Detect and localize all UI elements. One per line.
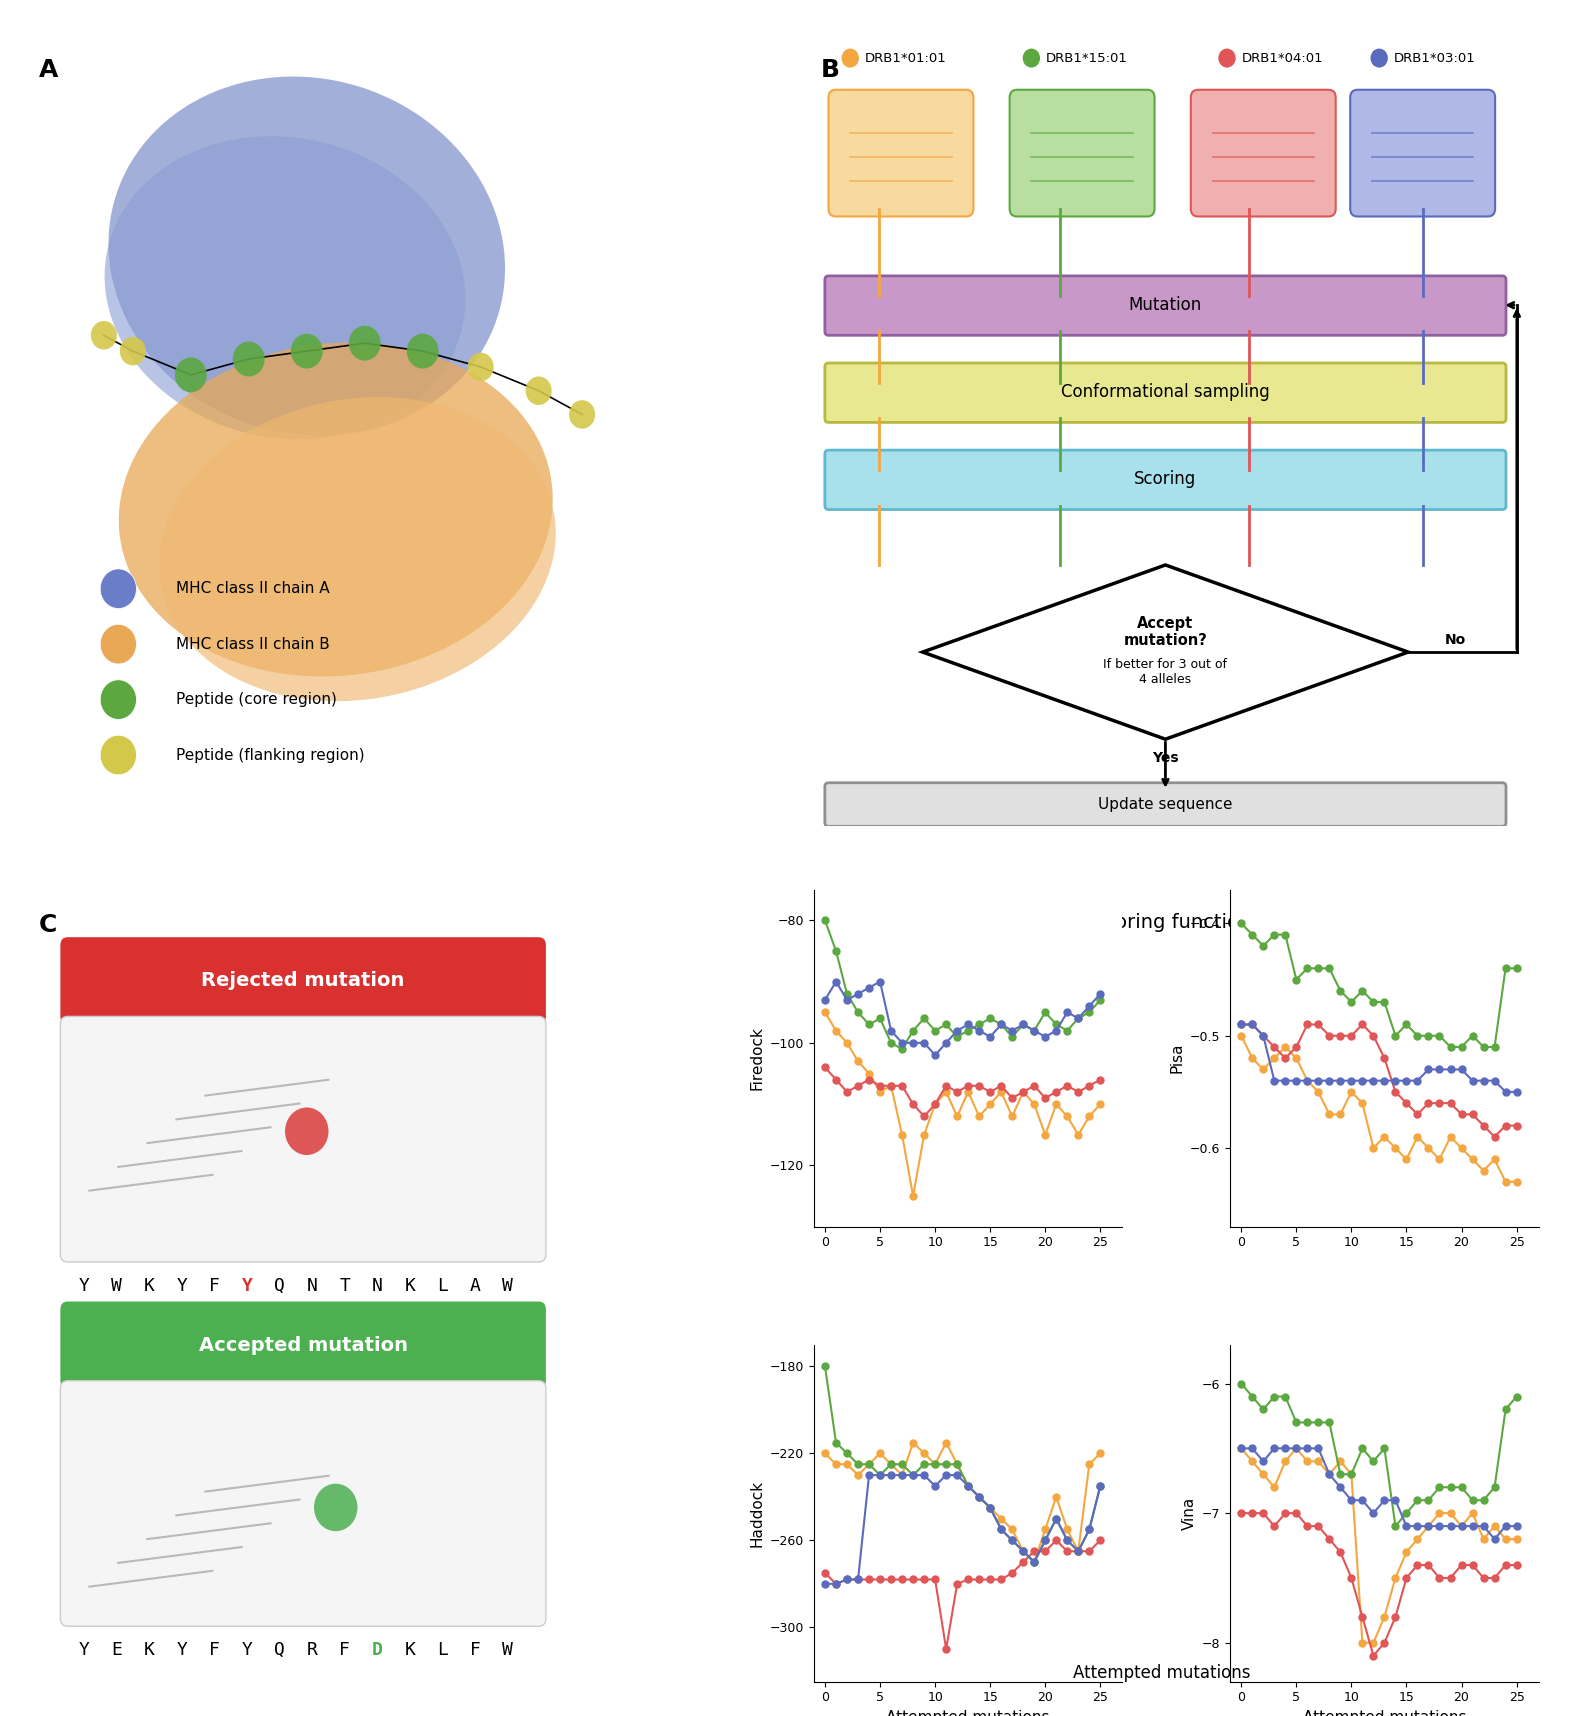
Circle shape (174, 357, 207, 393)
FancyBboxPatch shape (60, 1016, 546, 1261)
Text: C: C (39, 913, 57, 937)
FancyBboxPatch shape (1010, 89, 1154, 216)
Text: Peptide (flanking region): Peptide (flanking region) (176, 748, 364, 762)
Text: D: D (821, 913, 842, 937)
Ellipse shape (108, 77, 506, 436)
Text: L: L (436, 1640, 447, 1659)
Text: F: F (339, 1640, 350, 1659)
Text: N: N (372, 1277, 383, 1294)
Text: MHC class II chain B: MHC class II chain B (176, 637, 330, 652)
Text: Y: Y (176, 1277, 187, 1294)
Circle shape (407, 333, 438, 369)
Text: A: A (469, 1277, 480, 1294)
Text: K: K (144, 1640, 154, 1659)
FancyBboxPatch shape (824, 364, 1506, 422)
Text: MHC class II chain A: MHC class II chain A (176, 582, 330, 595)
Text: Y: Y (242, 1640, 253, 1659)
Text: N: N (306, 1277, 317, 1294)
Circle shape (100, 625, 137, 664)
X-axis label: Attempted mutations: Attempted mutations (887, 1709, 1050, 1716)
Text: W: W (502, 1277, 513, 1294)
Y-axis label: Pisa: Pisa (1170, 1043, 1184, 1074)
Text: Attempted mutations: Attempted mutations (1072, 1665, 1251, 1682)
Y-axis label: Firedock: Firedock (749, 1026, 765, 1090)
Text: A: A (39, 58, 58, 82)
Text: K: K (405, 1640, 416, 1659)
Text: W: W (502, 1640, 513, 1659)
Text: DRB1*15:01: DRB1*15:01 (1046, 51, 1127, 65)
Text: K: K (405, 1277, 416, 1294)
Text: F: F (209, 1640, 220, 1659)
FancyBboxPatch shape (829, 89, 973, 216)
Text: Rejected mutation: Rejected mutation (201, 971, 405, 990)
Text: Y: Y (78, 1277, 89, 1294)
Text: Accepted mutation: Accepted mutation (199, 1335, 408, 1354)
Y-axis label: Haddock: Haddock (749, 1479, 765, 1546)
Circle shape (100, 734, 137, 776)
Circle shape (314, 1484, 358, 1531)
Text: Y: Y (242, 1277, 253, 1294)
FancyBboxPatch shape (60, 1301, 546, 1388)
Text: Update sequence: Update sequence (1097, 796, 1232, 812)
Text: Yes: Yes (1152, 752, 1179, 765)
Circle shape (468, 353, 493, 381)
Text: B: B (821, 58, 840, 82)
FancyBboxPatch shape (824, 782, 1506, 827)
Text: Accept
mutation?: Accept mutation? (1124, 616, 1207, 649)
Circle shape (842, 48, 859, 67)
Circle shape (290, 333, 323, 369)
FancyBboxPatch shape (1190, 89, 1336, 216)
Text: Conformational sampling: Conformational sampling (1061, 383, 1270, 402)
Text: Scoring: Scoring (1134, 470, 1196, 489)
Text: F: F (209, 1277, 220, 1294)
Circle shape (100, 680, 137, 719)
Text: Q: Q (275, 1640, 286, 1659)
Text: W: W (111, 1277, 122, 1294)
Circle shape (100, 570, 137, 609)
FancyBboxPatch shape (824, 450, 1506, 510)
Text: L: L (436, 1277, 447, 1294)
Text: DRB1*01:01: DRB1*01:01 (865, 51, 947, 65)
Circle shape (119, 336, 146, 366)
Circle shape (91, 321, 116, 350)
Circle shape (1022, 48, 1039, 67)
Text: DRB1*03:01: DRB1*03:01 (1394, 51, 1476, 65)
X-axis label: Attempted mutations: Attempted mutations (1303, 1709, 1466, 1716)
Text: F: F (469, 1640, 480, 1659)
FancyBboxPatch shape (60, 937, 546, 1024)
Text: Mutation: Mutation (1129, 297, 1203, 314)
Text: Peptide (core region): Peptide (core region) (176, 692, 338, 707)
Circle shape (349, 326, 380, 360)
Text: No: No (1444, 633, 1466, 647)
Text: R: R (306, 1640, 317, 1659)
Polygon shape (923, 565, 1408, 740)
Circle shape (568, 400, 595, 429)
Text: Q: Q (275, 1277, 286, 1294)
Text: E: E (111, 1640, 122, 1659)
Circle shape (286, 1107, 328, 1155)
Text: Y: Y (176, 1640, 187, 1659)
Text: If better for 3 out of
4 alleles: If better for 3 out of 4 alleles (1104, 657, 1228, 686)
Ellipse shape (105, 136, 465, 439)
Text: DRB1*04:01: DRB1*04:01 (1242, 51, 1324, 65)
FancyBboxPatch shape (1350, 89, 1495, 216)
Circle shape (1218, 48, 1236, 67)
Text: K: K (144, 1277, 154, 1294)
Ellipse shape (159, 396, 556, 702)
Circle shape (1371, 48, 1388, 67)
Ellipse shape (119, 343, 553, 676)
Circle shape (526, 376, 551, 405)
FancyBboxPatch shape (60, 1381, 546, 1627)
Text: Y: Y (78, 1640, 89, 1659)
Circle shape (232, 341, 265, 376)
Text: T: T (339, 1277, 350, 1294)
Text: D: D (372, 1640, 383, 1659)
Text: Scoring functions: Scoring functions (1091, 913, 1261, 932)
Y-axis label: Vina: Vina (1182, 1496, 1196, 1529)
FancyBboxPatch shape (824, 276, 1506, 335)
